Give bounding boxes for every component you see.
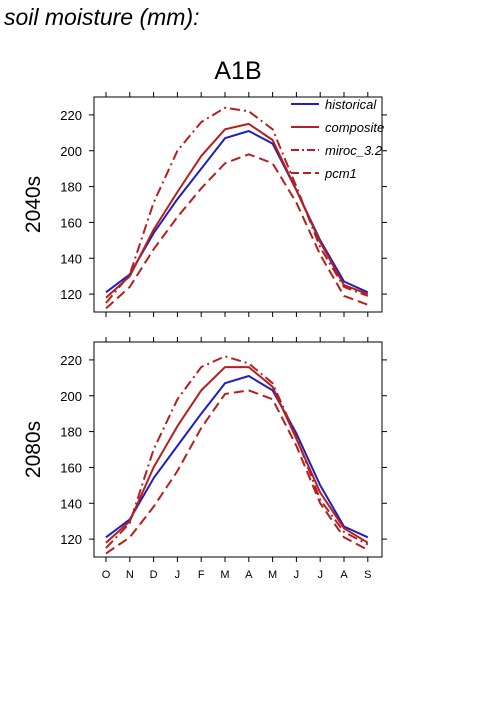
y-tick-label: 180 <box>60 425 82 440</box>
series-line-pcm1 <box>105 389 369 555</box>
y-tick-label: 160 <box>60 460 82 475</box>
y-tick-label: 120 <box>60 532 82 547</box>
x-tick-label: A <box>340 569 348 581</box>
series-line-composite <box>105 122 369 299</box>
page-title: soil moisture (mm): <box>4 4 200 30</box>
x-tick-label: S <box>364 569 371 581</box>
y-tick-label: 220 <box>60 108 82 123</box>
series-line-miroc-3-2 <box>105 355 369 549</box>
scenario-title: A1B <box>214 57 262 85</box>
y-tick-label: 200 <box>60 389 82 404</box>
x-tick-label: D <box>150 569 158 581</box>
x-tick-label: F <box>198 569 205 581</box>
y-tick-label: 120 <box>60 287 82 302</box>
panel-2080s: 120 140 160 180 200 220 O N D J F M A M J J A S 2080s <box>22 337 387 581</box>
legend: historical composite miroc_3.2 pcm1 <box>291 97 384 181</box>
x-tick-label: M <box>268 569 277 581</box>
y-tick-label: 180 <box>60 180 82 195</box>
plot-frame <box>93 96 383 313</box>
y-tick-label: 200 <box>60 144 82 159</box>
series-line-composite <box>105 366 369 544</box>
series-line-historical <box>105 130 369 294</box>
plot-frame <box>93 341 383 558</box>
legend-label: miroc_3.2 <box>325 143 383 158</box>
y-tick-label: 220 <box>60 353 82 368</box>
x-tick-label: N <box>126 569 134 581</box>
legend-label: pcm1 <box>324 166 357 181</box>
x-tick-label: A <box>245 569 253 581</box>
panel-2040s: 120 140 160 180 200 220 2040s <box>22 92 387 317</box>
legend-label: historical <box>325 97 377 112</box>
panel-label: 2080s <box>22 421 45 478</box>
y-tick-label: 160 <box>60 215 82 230</box>
series-line-miroc-3-2 <box>105 106 369 304</box>
series-line-pcm1 <box>105 153 369 310</box>
x-tick-label: O <box>102 569 111 581</box>
x-tick-label: J <box>175 569 181 581</box>
y-tick-label: 140 <box>60 496 82 511</box>
x-tick-label: J <box>317 569 323 581</box>
legend-label: composite <box>325 120 384 135</box>
panel-label: 2040s <box>22 176 45 233</box>
x-tick-label: J <box>294 569 300 581</box>
y-tick-label: 140 <box>60 251 82 266</box>
x-tick-label: M <box>220 569 229 581</box>
series-line-historical <box>105 375 369 539</box>
